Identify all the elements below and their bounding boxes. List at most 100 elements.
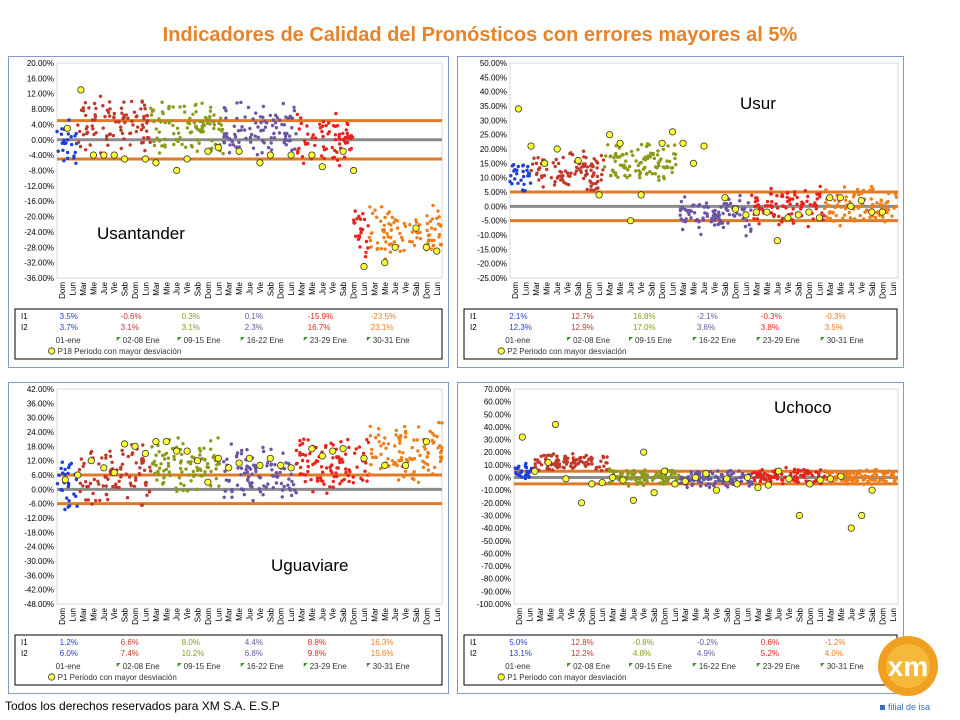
table-cell: -0.3% (825, 312, 846, 321)
data-point (650, 475, 655, 480)
x-tick-label: Lun (214, 282, 223, 295)
data-point (97, 462, 101, 466)
data-point (128, 131, 133, 135)
data-point (645, 477, 649, 481)
data-point (250, 481, 254, 485)
data-point (853, 192, 857, 196)
data-point (873, 468, 877, 472)
data-point (870, 474, 875, 478)
highlight-point (551, 420, 560, 429)
data-point (425, 455, 429, 459)
y-tick-label: 30.00% (27, 414, 54, 423)
week-label: 01-ene (56, 336, 81, 345)
highlight-point (61, 476, 69, 484)
data-point (222, 460, 226, 464)
x-tick-label: Mie (619, 607, 628, 620)
data-point (547, 467, 551, 471)
data-point (188, 462, 193, 466)
x-tick-label: Mie (764, 607, 773, 620)
chart-panel-usantander: 20.00% 16.00% 12.00% 8.00% 4.00% 0.00% -4.00% -… (8, 56, 449, 368)
data-point (85, 131, 89, 136)
data-point (82, 461, 86, 466)
data-point (722, 202, 727, 206)
data-point (648, 169, 652, 174)
data-point (415, 236, 419, 240)
data-point (176, 139, 180, 144)
data-point (583, 162, 587, 166)
table-cell: 4.4% (245, 638, 263, 647)
data-point (223, 469, 227, 473)
highlight-point (308, 151, 316, 159)
x-tick-label: Vie (256, 281, 265, 293)
highlight-point (391, 243, 399, 251)
table-cell: 16.3% (371, 638, 394, 647)
data-point (368, 424, 372, 429)
data-point (770, 475, 775, 479)
data-point (176, 131, 181, 135)
data-point (282, 484, 286, 489)
x-tick-label: Sab (339, 607, 348, 622)
x-tick-label: Lun (214, 608, 223, 621)
data-point (299, 116, 303, 120)
data-point (331, 443, 335, 447)
highlight-point (266, 454, 274, 462)
data-point (169, 119, 173, 123)
y-tick-label: -30.00% (24, 557, 54, 566)
x-tick-label: Jue (775, 607, 784, 620)
data-point (150, 445, 154, 449)
highlight-point (574, 156, 582, 165)
x-tick-label: Vie (784, 281, 793, 293)
highlight-point (681, 477, 689, 485)
data-point (753, 204, 757, 209)
data-point (795, 195, 799, 200)
data-point (152, 119, 156, 124)
data-point (584, 169, 588, 173)
data-point (514, 471, 518, 475)
data-point (157, 466, 162, 470)
data-point (370, 447, 374, 452)
data-point (715, 475, 720, 480)
data-point (855, 474, 859, 479)
data-point (335, 466, 339, 470)
data-point (641, 483, 646, 488)
highlight-point (121, 155, 129, 163)
x-tick-label: Sab (121, 607, 130, 622)
x-tick-label: Mar (826, 282, 835, 296)
data-point (659, 475, 664, 480)
highlight-point (152, 437, 160, 446)
data-point (269, 148, 274, 152)
x-tick-label: Mie (381, 281, 390, 294)
data-point (631, 153, 635, 157)
data-point (332, 474, 336, 479)
data-point (831, 211, 835, 215)
data-point (157, 117, 161, 121)
data-point (382, 223, 386, 227)
data-point (640, 481, 644, 485)
data-point (328, 485, 332, 489)
table-cell: 2.1% (509, 312, 527, 321)
data-point (348, 470, 352, 474)
x-tick-label: Mie (89, 607, 98, 620)
data-point (777, 214, 781, 219)
y-tick-label: -8.00% (29, 167, 54, 176)
data-point (111, 133, 116, 138)
data-point (851, 471, 856, 475)
data-point (366, 224, 370, 228)
data-point (520, 475, 524, 479)
data-point (379, 219, 383, 223)
data-point (203, 457, 207, 462)
data-point (302, 437, 306, 441)
table-cell: 9.8% (308, 649, 326, 658)
data-point (141, 443, 145, 447)
data-point (606, 143, 610, 147)
y-tick-label: 0.00% (488, 474, 511, 483)
data-point (795, 202, 799, 206)
y-tick-label: -70.00% (481, 562, 511, 571)
data-point (386, 235, 391, 239)
data-point (338, 482, 342, 486)
highlight-point (329, 447, 337, 455)
data-point (626, 168, 630, 172)
data-point (148, 465, 152, 469)
data-point (293, 147, 297, 151)
data-point (88, 481, 93, 486)
